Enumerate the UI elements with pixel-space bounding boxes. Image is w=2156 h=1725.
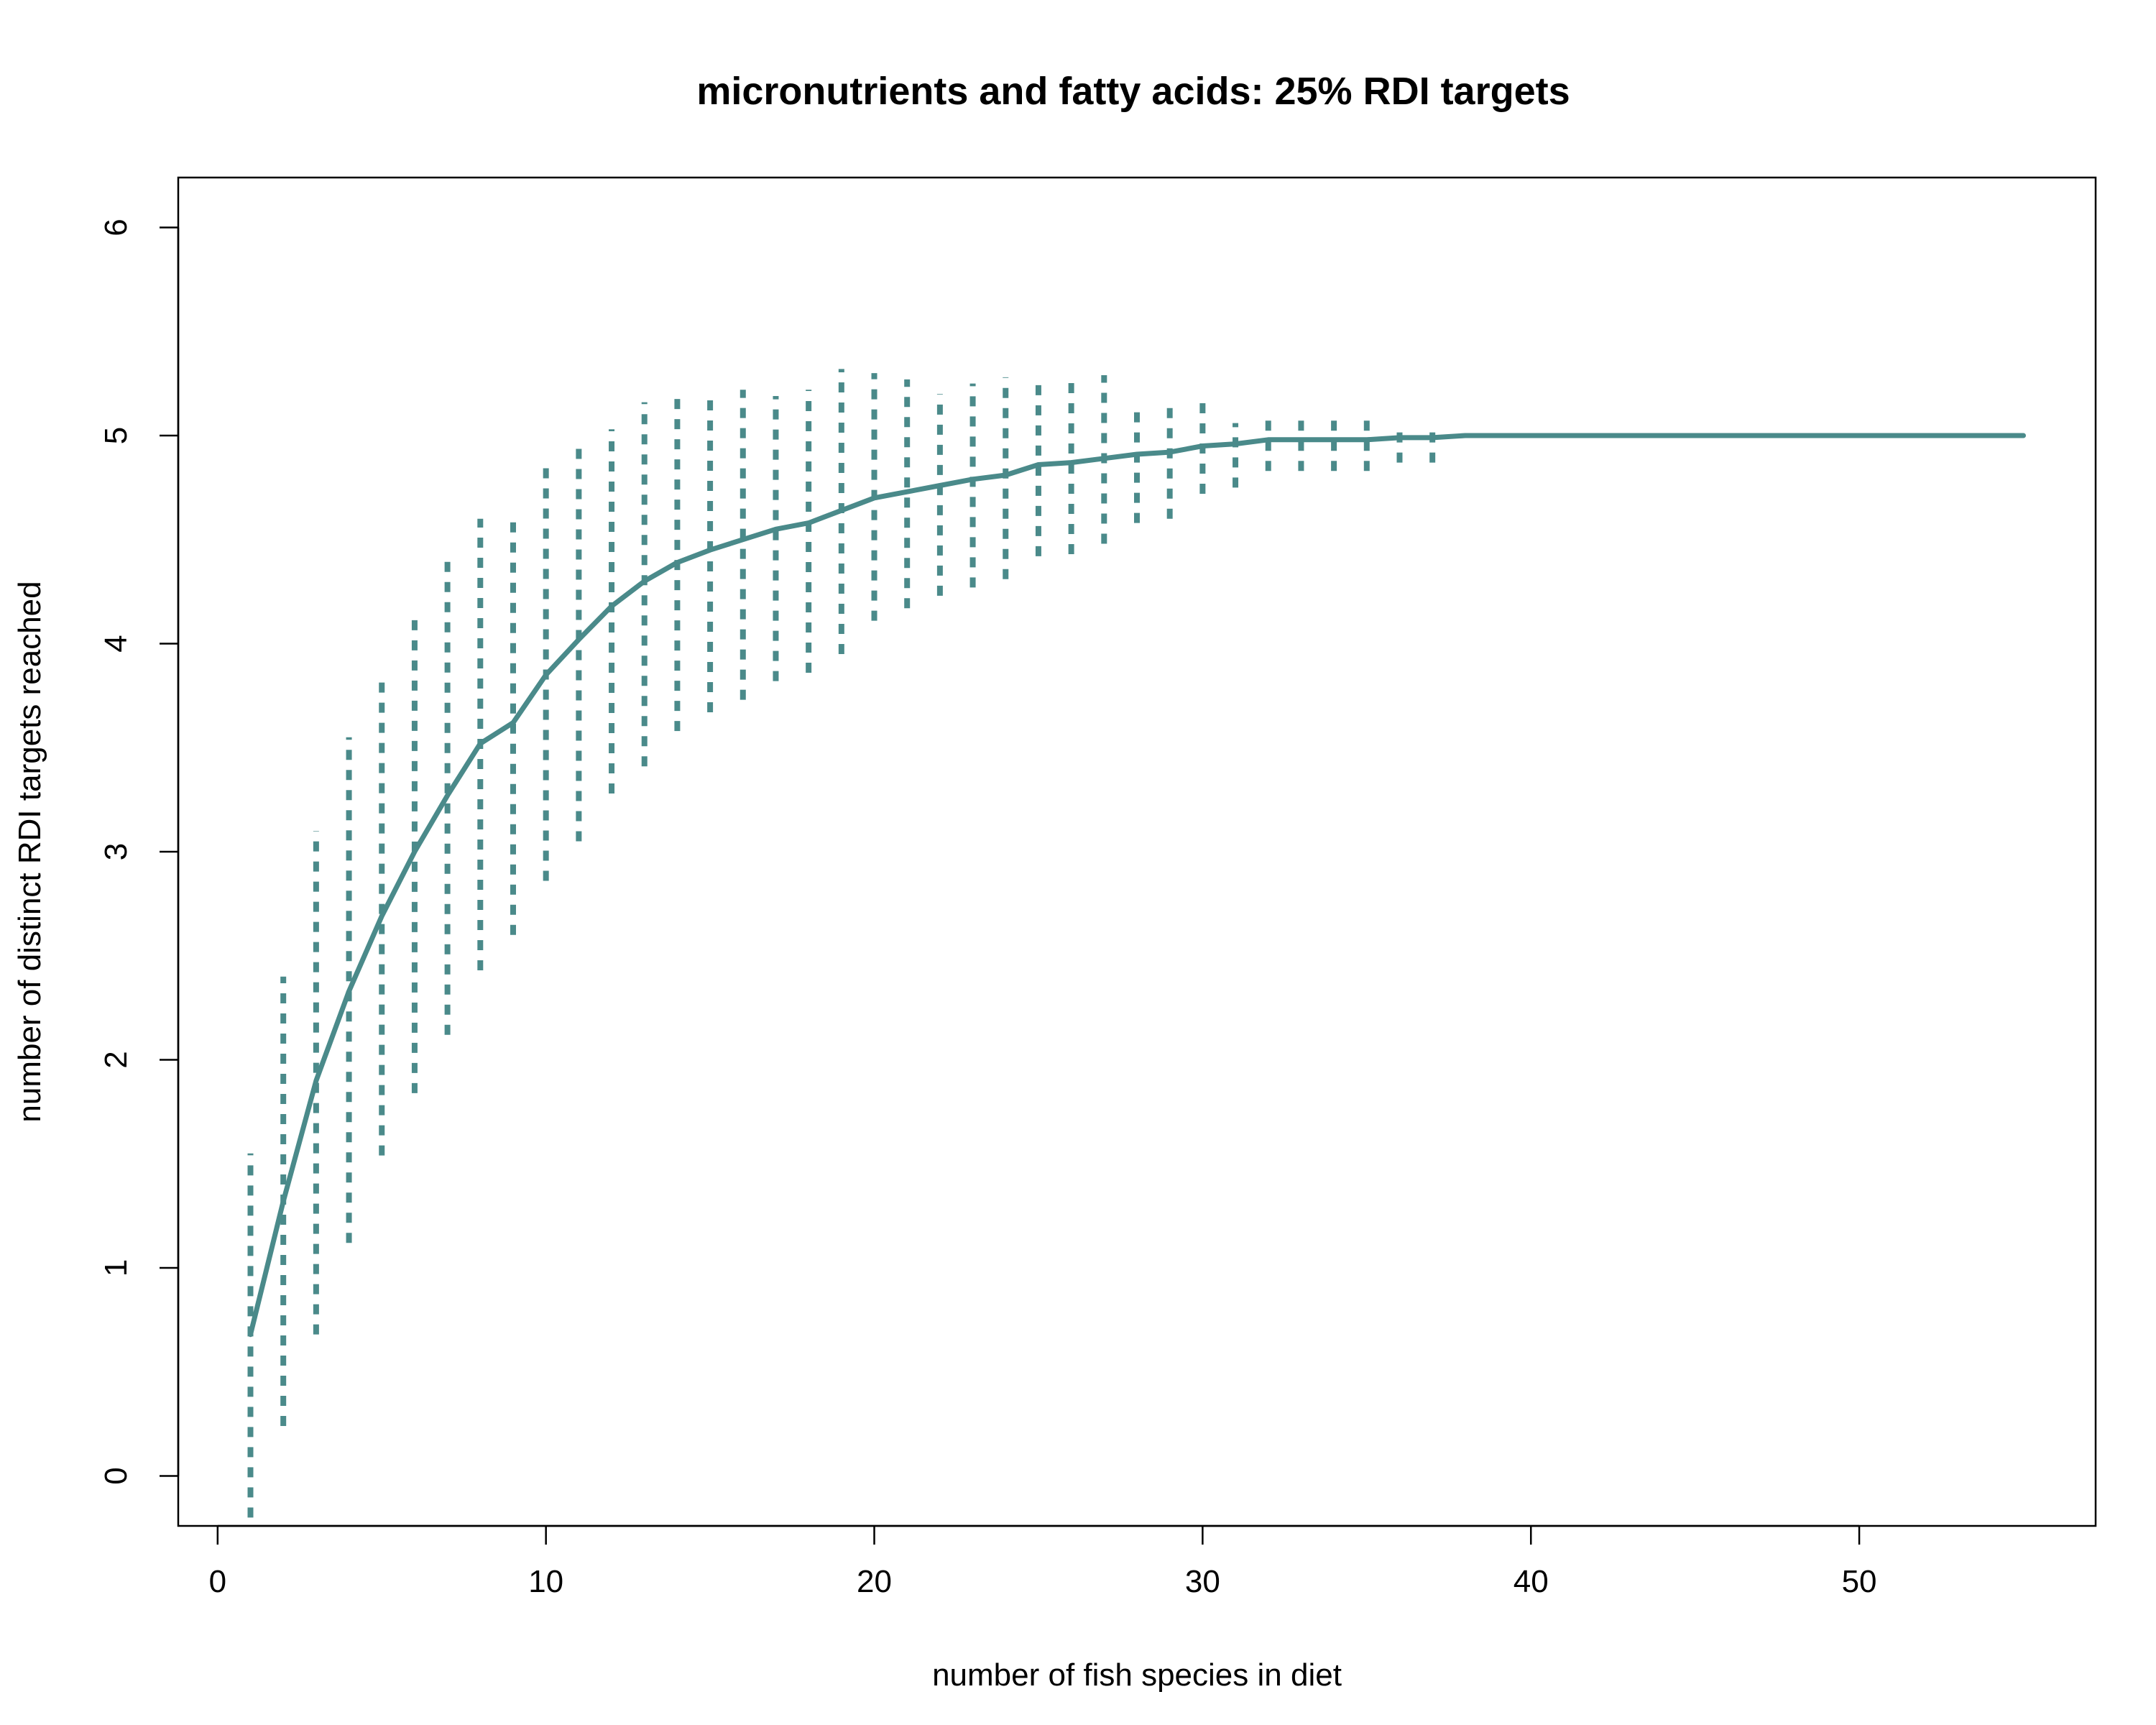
y-axis: 0 1 2 3 4 5 6 <box>98 218 180 1485</box>
y-tick-label: 6 <box>98 218 134 236</box>
x-tick-label: 40 <box>1514 1564 1549 1599</box>
x-tick-label: 50 <box>1842 1564 1877 1599</box>
x-tick-label: 10 <box>528 1564 563 1599</box>
x-tick-label: 20 <box>857 1564 892 1599</box>
x-tick-label: 30 <box>1185 1564 1220 1599</box>
y-tick-label: 0 <box>98 1467 134 1484</box>
y-tick-label: 4 <box>98 635 134 652</box>
y-tick-label: 3 <box>98 843 134 860</box>
y-axis-label: number of distinct RDI targets reached <box>12 581 47 1122</box>
y-tick-label: 1 <box>98 1259 134 1276</box>
x-tick-label: 0 <box>209 1564 226 1599</box>
y-tick-label: 5 <box>98 427 134 444</box>
x-axis: 0 10 20 30 40 50 <box>209 1524 1877 1599</box>
chart-title: micronutrients and fatty acids: 25% RDI … <box>696 70 1570 113</box>
x-axis-label: number of fish species in diet <box>932 1657 1342 1693</box>
mean-line <box>248 433 2026 1338</box>
y-tick-label: 2 <box>98 1051 134 1068</box>
mean-line-layer <box>248 433 2026 1338</box>
